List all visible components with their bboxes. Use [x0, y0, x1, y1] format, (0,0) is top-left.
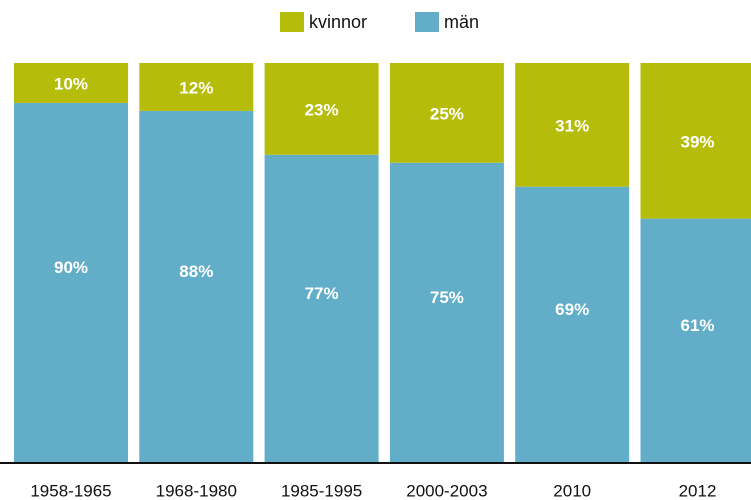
legend-swatch	[415, 12, 439, 32]
bar-segment	[264, 154, 379, 462]
value-label: 69%	[555, 300, 589, 319]
x-tick-label: 2010	[553, 481, 591, 500]
value-label: 31%	[555, 116, 589, 135]
value-label: 39%	[680, 132, 714, 151]
x-tick-label: 1968-1980	[156, 481, 237, 500]
value-label: 77%	[305, 284, 339, 303]
bar-segment	[389, 162, 504, 462]
value-label: 61%	[680, 316, 714, 335]
bar-segment	[640, 63, 751, 219]
value-label: 10%	[54, 74, 88, 93]
x-tick-label: 1958-1965	[30, 481, 111, 500]
legend-label: kvinnor	[309, 12, 367, 32]
x-tick-label: 2000-2003	[406, 481, 487, 500]
value-label: 25%	[430, 104, 464, 123]
legend-label: män	[444, 12, 479, 32]
bar-segment	[139, 63, 254, 111]
value-label: 75%	[430, 288, 464, 307]
value-label: 88%	[179, 262, 213, 281]
bar-segment	[515, 63, 630, 187]
value-label: 90%	[54, 258, 88, 277]
bar-segment	[14, 63, 128, 103]
bar-segment	[14, 102, 128, 463]
x-tick-label: 1985-1995	[281, 481, 362, 500]
bar-segment	[264, 63, 379, 155]
bar-segment	[389, 63, 504, 163]
value-label: 23%	[305, 100, 339, 119]
bar-segment	[139, 110, 254, 462]
bar-segment	[515, 186, 630, 462]
bar-segment	[640, 218, 751, 462]
legend-swatch	[280, 12, 304, 32]
x-tick-label: 2012	[679, 481, 717, 500]
value-label: 12%	[179, 78, 213, 97]
